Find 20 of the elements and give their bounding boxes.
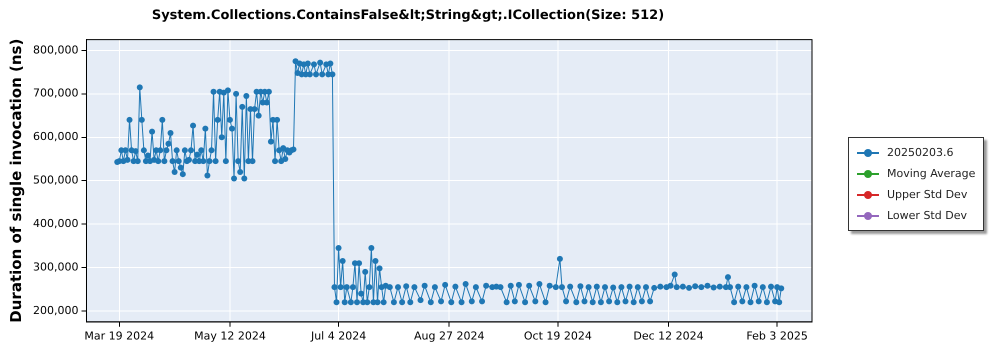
y-tick-label: 500,000 [32,174,78,187]
x-tick-label: May 12 2024 [194,329,266,342]
y-tick-label: 400,000 [32,216,78,230]
y-tick-label: 300,000 [32,260,78,274]
y-tick-label: 600,000 [32,130,78,144]
x-tick-label: Aug 27 2024 [414,329,484,342]
y-tick-label: 200,000 [32,304,78,317]
x-tick-label: Dec 12 2024 [633,329,704,342]
y-tick-label: 700,000 [32,86,78,100]
chart-title: System.Collections.ContainsFalse&lt;String&gt;.ICollection(Size: 512) [152,8,664,24]
legend-label: 20250203.6 [887,146,954,159]
y-axis-title: Duration of single invocation (ns) [6,38,25,323]
legend-label: Moving Average [887,167,976,180]
legend-label: Upper Std Dev [887,188,968,201]
x-tick-label: Mar 19 2024 [84,329,154,342]
x-tick-label: Oct 19 2024 [524,329,592,342]
y-tick-label: 800,000 [32,43,78,56]
x-tick-label: Feb 3 2025 [746,329,808,342]
legend-label: Lower Std Dev [887,209,967,222]
x-tick-label: Jul 4 2024 [310,329,366,342]
